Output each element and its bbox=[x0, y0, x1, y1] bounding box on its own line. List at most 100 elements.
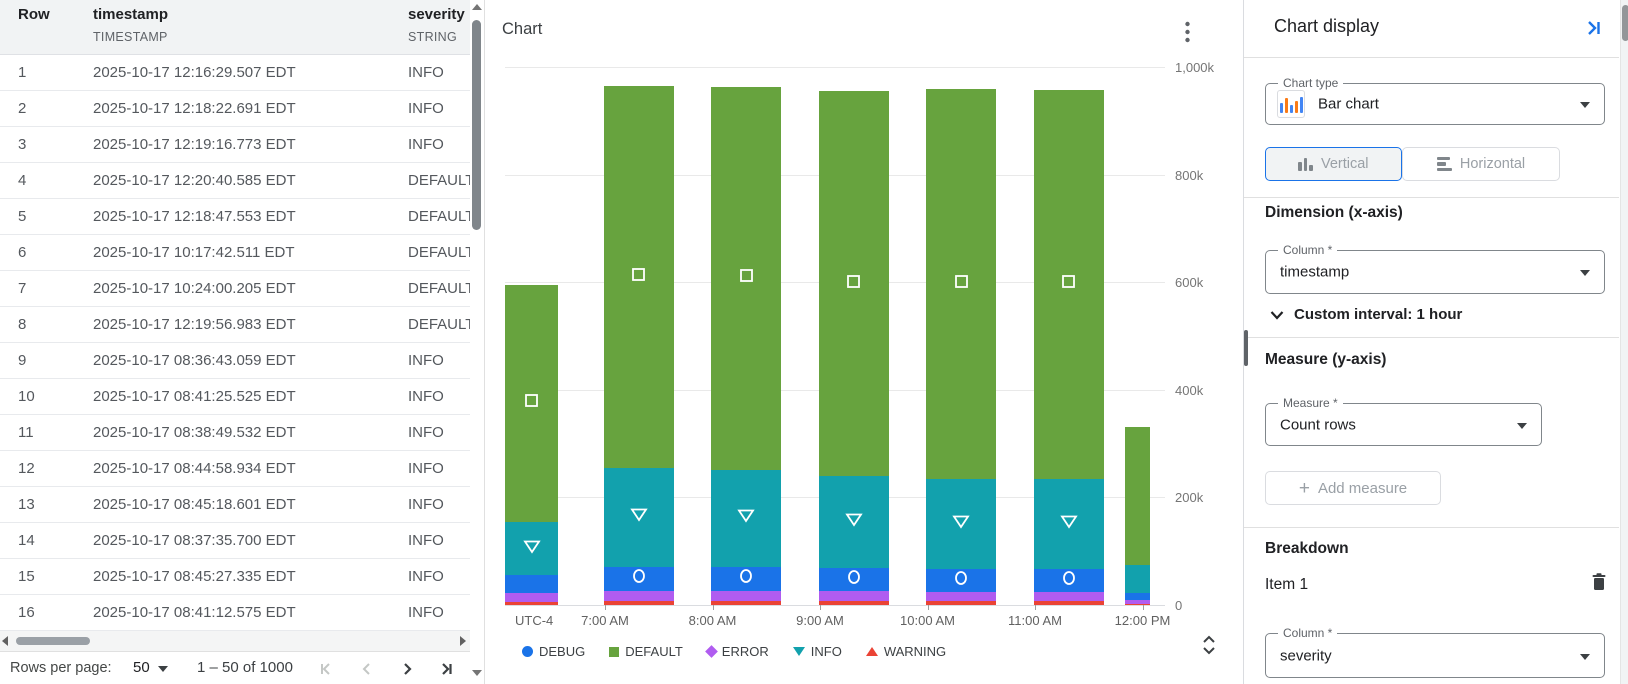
bar-segment-default-600AM[interactable] bbox=[505, 284, 558, 522]
bar-segment-warning-700AM[interactable] bbox=[603, 601, 674, 605]
breakdown-heading: Breakdown bbox=[1265, 540, 1349, 557]
bar-segment-error-600AM[interactable] bbox=[505, 592, 558, 602]
table-row[interactable]: 1 2025-10-17 12:16:29.507 EDT INFO bbox=[0, 55, 470, 91]
bar-segment-warning-900AM[interactable] bbox=[818, 601, 889, 605]
table-row[interactable]: 9 2025-10-17 08:36:43.059 EDT INFO bbox=[0, 343, 470, 379]
breakdown-column-select[interactable]: Column * severity bbox=[1265, 626, 1605, 678]
orientation-vertical-button[interactable]: Vertical bbox=[1265, 147, 1402, 181]
page-scrollbar-thumb[interactable] bbox=[1621, 5, 1628, 41]
timestamp-cell: 2025-10-17 08:41:12.575 EDT bbox=[93, 604, 296, 621]
bar-segment-error-900AM[interactable] bbox=[818, 591, 889, 602]
bar-segment-default-800AM[interactable] bbox=[711, 86, 781, 470]
legend-item-error[interactable]: ERROR bbox=[704, 644, 769, 659]
scroll-right-icon[interactable] bbox=[460, 636, 466, 646]
add-measure-button[interactable]: + Add measure bbox=[1265, 471, 1441, 505]
bar-segment-error-1000AM[interactable] bbox=[926, 591, 996, 602]
settings-scrollbar-thumb[interactable] bbox=[1244, 330, 1248, 366]
previous-page-button[interactable] bbox=[354, 656, 380, 682]
table-row[interactable]: 11 2025-10-17 08:38:49.532 EDT INFO bbox=[0, 415, 470, 451]
timestamp-cell: 2025-10-17 12:20:40.585 EDT bbox=[93, 172, 296, 189]
segment-marker-icon bbox=[629, 507, 648, 527]
bar-segment-default-900AM[interactable] bbox=[818, 91, 889, 476]
circle-icon bbox=[522, 646, 533, 657]
column-header-timestamp[interactable]: timestamp bbox=[93, 6, 169, 23]
column-header-row[interactable]: Row bbox=[18, 6, 50, 23]
bar-segment-error-1200PM[interactable] bbox=[1125, 600, 1150, 604]
bar-segment-info-1100AM[interactable] bbox=[1033, 478, 1104, 569]
last-page-button[interactable] bbox=[432, 656, 458, 682]
bar-segment-debug-1000AM[interactable] bbox=[926, 568, 996, 592]
bar-segment-info-900AM[interactable] bbox=[818, 475, 889, 569]
bar-segment-default-1200PM[interactable] bbox=[1125, 426, 1150, 566]
legend-item-default[interactable]: DEFAULT bbox=[609, 644, 683, 659]
bar-segment-debug-800AM[interactable] bbox=[711, 566, 781, 591]
page-scrollbar[interactable] bbox=[1620, 0, 1628, 684]
horizontal-scrollbar-thumb[interactable] bbox=[16, 637, 90, 645]
scroll-left-icon[interactable] bbox=[2, 636, 8, 646]
bar-segment-warning-600AM[interactable] bbox=[505, 601, 558, 605]
table-row[interactable]: 13 2025-10-17 08:45:18.601 EDT INFO bbox=[0, 487, 470, 523]
delete-breakdown-button[interactable] bbox=[1590, 572, 1608, 597]
bar-segment-error-1100AM[interactable] bbox=[1033, 591, 1104, 602]
expand-chart-button[interactable] bbox=[1199, 633, 1219, 662]
rows-per-page-caret-icon[interactable] bbox=[158, 666, 168, 672]
table-scrollbar-thumb[interactable] bbox=[472, 20, 481, 230]
bar-segment-debug-1100AM[interactable] bbox=[1033, 568, 1104, 592]
row-number: 12 bbox=[18, 460, 35, 477]
table-row[interactable]: 2 2025-10-17 12:18:22.691 EDT INFO bbox=[0, 91, 470, 127]
table-row[interactable]: 7 2025-10-17 10:24:00.205 EDT DEFAULT bbox=[0, 271, 470, 307]
bar-segment-debug-1200PM[interactable] bbox=[1125, 593, 1150, 601]
table-row[interactable]: 12 2025-10-17 08:44:58.934 EDT INFO bbox=[0, 451, 470, 487]
horizontal-scrollbar[interactable] bbox=[0, 631, 470, 651]
bar-segment-default-1000AM[interactable] bbox=[926, 88, 996, 479]
bar-segment-warning-1200PM[interactable] bbox=[1125, 603, 1150, 605]
bar-segment-info-700AM[interactable] bbox=[603, 467, 674, 567]
table-row[interactable]: 15 2025-10-17 08:45:27.335 EDT INFO bbox=[0, 559, 470, 595]
bar-segment-warning-800AM[interactable] bbox=[711, 601, 781, 605]
bar-segment-info-800AM[interactable] bbox=[711, 469, 781, 567]
legend-item-info[interactable]: INFO bbox=[792, 644, 842, 659]
scroll-up-icon[interactable] bbox=[472, 4, 482, 10]
table-row[interactable]: 3 2025-10-17 12:19:16.773 EDT INFO bbox=[0, 127, 470, 163]
bar-segment-default-1100AM[interactable] bbox=[1033, 89, 1104, 479]
column-header-severity[interactable]: severity bbox=[408, 6, 465, 23]
chart-plot-area[interactable] bbox=[505, 67, 1165, 610]
table-row[interactable]: 5 2025-10-17 12:18:47.553 EDT DEFAULT bbox=[0, 199, 470, 235]
bar-segment-error-700AM[interactable] bbox=[603, 591, 674, 602]
bar-segment-info-1000AM[interactable] bbox=[926, 478, 996, 569]
table-row[interactable]: 14 2025-10-17 08:37:35.700 EDT INFO bbox=[0, 523, 470, 559]
table-row[interactable]: 6 2025-10-17 10:17:42.511 EDT DEFAULT bbox=[0, 235, 470, 271]
table-vertical-scrollbar[interactable] bbox=[470, 0, 484, 684]
next-page-button[interactable] bbox=[394, 656, 420, 682]
rows-per-page-select[interactable]: 50 bbox=[133, 659, 150, 676]
collapse-panel-button[interactable] bbox=[1582, 17, 1604, 39]
legend-item-debug[interactable]: DEBUG bbox=[522, 644, 585, 659]
dimension-column-select[interactable]: Column * timestamp bbox=[1265, 243, 1605, 294]
table-row[interactable]: 4 2025-10-17 12:20:40.585 EDT DEFAULT bbox=[0, 163, 470, 199]
legend-item-warning[interactable]: WARNING bbox=[865, 644, 947, 659]
custom-interval-toggle[interactable]: Custom interval: 1 hour bbox=[1270, 306, 1462, 323]
bar-segment-default-700AM[interactable] bbox=[603, 85, 674, 468]
bar-segment-info-600AM[interactable] bbox=[505, 521, 558, 576]
bar-segment-warning-1000AM[interactable] bbox=[926, 601, 996, 605]
measure-select[interactable]: Measure * Count rows bbox=[1265, 396, 1542, 446]
bar-segment-warning-1100AM[interactable] bbox=[1033, 601, 1104, 605]
y-axis-tick-label: 200k bbox=[1175, 490, 1204, 506]
orientation-horizontal-button[interactable]: Horizontal bbox=[1402, 147, 1560, 181]
table-row[interactable]: 10 2025-10-17 08:41:25.525 EDT INFO bbox=[0, 379, 470, 415]
row-number: 6 bbox=[18, 244, 27, 261]
bar-segment-debug-700AM[interactable] bbox=[603, 566, 674, 591]
severity-cell: DEFAULT bbox=[408, 208, 470, 225]
legend-label: WARNING bbox=[883, 644, 947, 659]
table-row[interactable]: 8 2025-10-17 12:19:56.983 EDT DEFAULT bbox=[0, 307, 470, 343]
bar-segment-info-1200PM[interactable] bbox=[1125, 565, 1150, 594]
table-row[interactable]: 16 2025-10-17 08:41:12.575 EDT INFO bbox=[0, 595, 470, 631]
chart-options-button[interactable] bbox=[1175, 19, 1199, 45]
bar-segment-debug-600AM[interactable] bbox=[505, 575, 558, 593]
row-number: 3 bbox=[18, 136, 27, 153]
scroll-down-icon[interactable] bbox=[472, 670, 482, 676]
bar-segment-error-800AM[interactable] bbox=[711, 591, 781, 602]
bar-segment-debug-900AM[interactable] bbox=[818, 568, 889, 591]
chart-type-select[interactable]: Chart type Bar chart bbox=[1265, 76, 1605, 125]
first-page-button[interactable] bbox=[314, 656, 340, 682]
